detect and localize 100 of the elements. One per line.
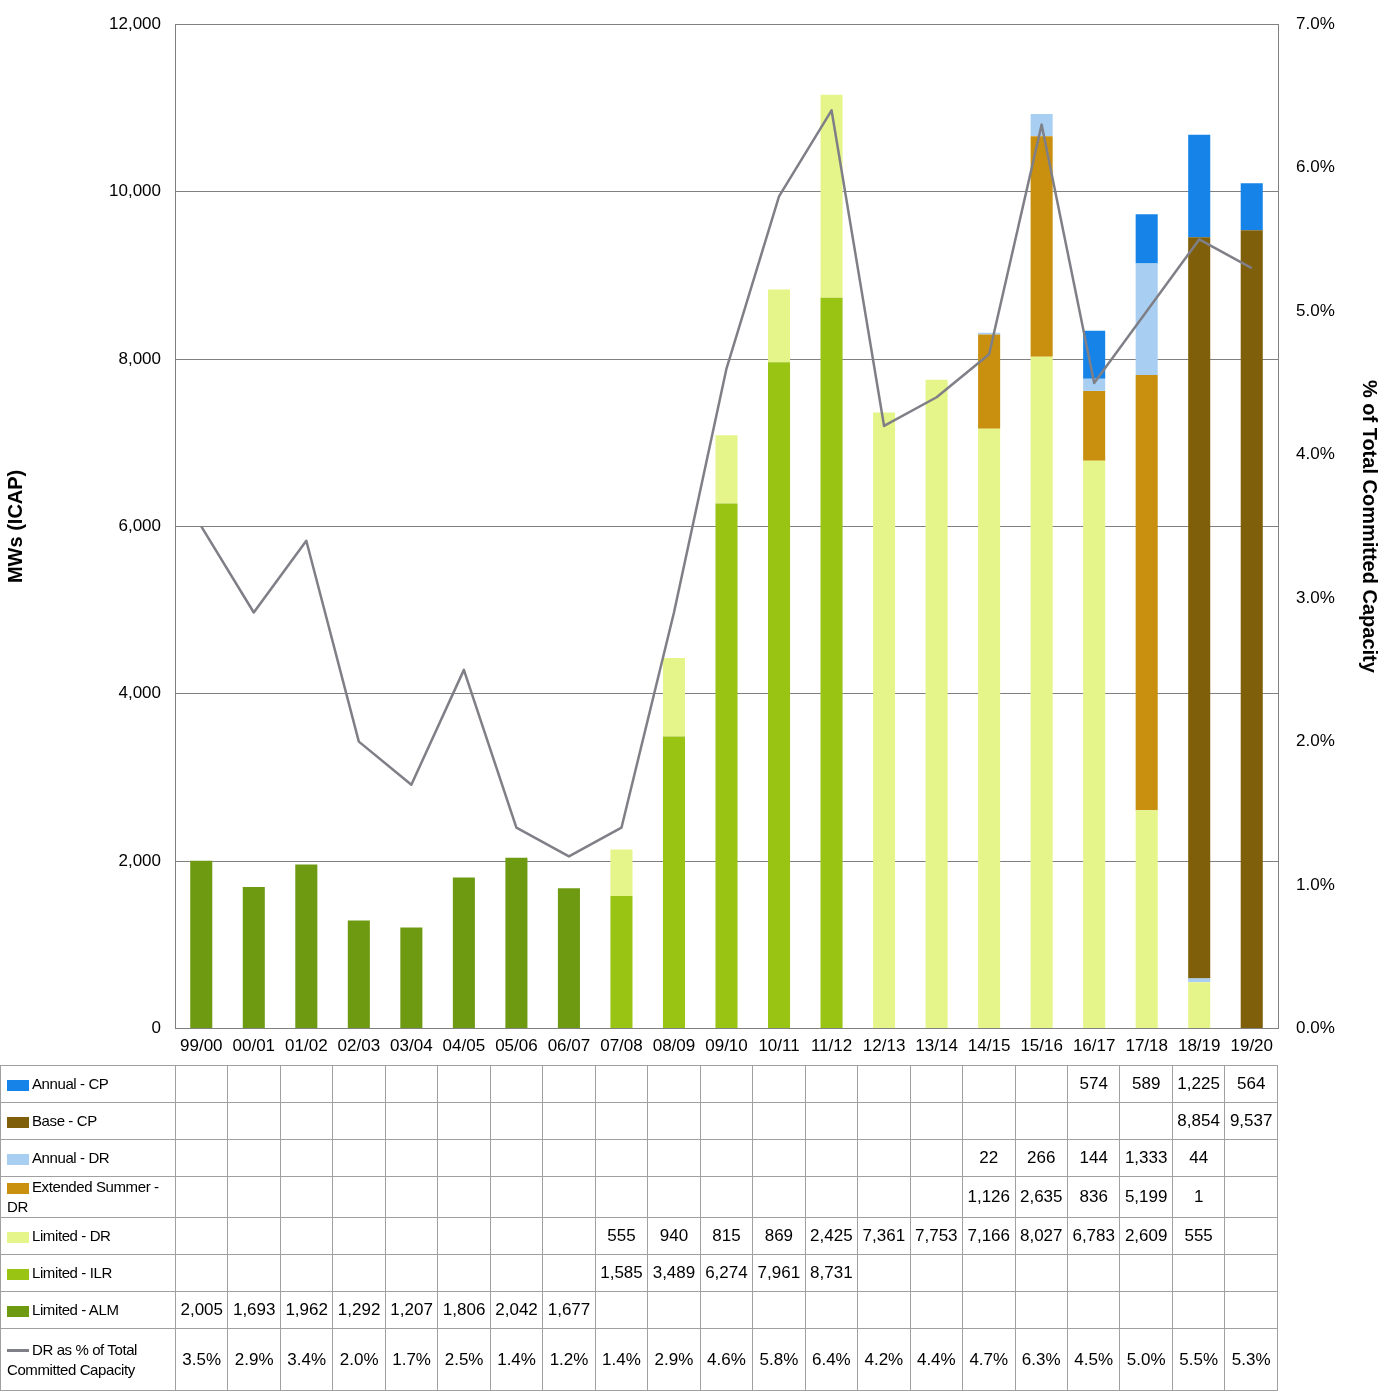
bar xyxy=(1240,183,1263,231)
data-label: 836 xyxy=(1067,1176,1120,1218)
bar xyxy=(295,864,318,1029)
bar xyxy=(242,886,265,1029)
bar xyxy=(873,412,896,1029)
y-tick-label: 6,000 xyxy=(118,516,161,536)
x-tick-label: 10/11 xyxy=(758,1036,800,1056)
data-label: 1,677 xyxy=(542,1291,596,1329)
data-label: 2.9% xyxy=(647,1328,701,1391)
legend-label: Annual - DR xyxy=(0,1139,176,1177)
data-label: 564 xyxy=(1224,1065,1278,1103)
data-label: 4.6% xyxy=(700,1328,753,1391)
legend-label: Limited - ILR xyxy=(0,1254,176,1292)
data-label: 869 xyxy=(752,1217,806,1255)
x-tick-label: 99/00 xyxy=(179,1036,223,1056)
legend-label: Annual - CP xyxy=(0,1065,176,1103)
data-label: 1.4% xyxy=(490,1328,543,1391)
bar xyxy=(1135,375,1158,811)
y-tick-label: 4,000 xyxy=(118,683,161,703)
bar xyxy=(1188,982,1211,1029)
bar xyxy=(557,888,580,1029)
x-tick-label: 16/17 xyxy=(1072,1036,1116,1056)
data-label: 2.5% xyxy=(437,1328,491,1391)
bar xyxy=(1083,460,1106,1029)
y-tick-label: 8,000 xyxy=(118,348,161,368)
data-label: 2,005 xyxy=(175,1291,228,1329)
legend-label: DR as % of Total Committed Capacity xyxy=(0,1328,176,1391)
data-label: 5.5% xyxy=(1172,1328,1225,1391)
data-label: 6.3% xyxy=(1015,1328,1068,1391)
x-tick-label: 14/15 xyxy=(967,1036,1011,1056)
data-label: 22 xyxy=(962,1139,1015,1177)
data-label: 7,361 xyxy=(857,1217,911,1255)
bar xyxy=(1188,134,1211,238)
x-tick-label: 19/20 xyxy=(1230,1036,1274,1056)
legend-label: Limited - DR xyxy=(0,1217,176,1255)
bar xyxy=(925,379,948,1029)
x-tick-label: 13/14 xyxy=(915,1036,958,1056)
bar xyxy=(715,503,738,1029)
data-label: 4.4% xyxy=(910,1328,963,1391)
data-label: 1,806 xyxy=(437,1291,491,1329)
bar xyxy=(767,362,791,1029)
data-label: 2.0% xyxy=(332,1328,386,1391)
bar xyxy=(978,428,1001,1029)
data-label: 1,585 xyxy=(595,1254,648,1292)
data-label: 815 xyxy=(700,1217,753,1255)
data-label: 4.2% xyxy=(857,1328,911,1391)
data-label: 9,537 xyxy=(1224,1102,1278,1140)
data-label: 3.4% xyxy=(280,1328,333,1391)
x-tick-label: 09/10 xyxy=(705,1036,748,1056)
data-label: 1,693 xyxy=(227,1291,281,1329)
x-tick-label: 07/08 xyxy=(600,1036,643,1056)
data-label: 5.8% xyxy=(752,1328,806,1391)
x-tick-label: 12/13 xyxy=(862,1036,906,1056)
bar xyxy=(767,289,791,363)
y2-tick-label: 5.0% xyxy=(1296,300,1335,320)
y-axis-title: MWs (ICAP) xyxy=(3,469,26,584)
x-tick-label: 11/12 xyxy=(810,1036,853,1056)
data-label: 5,199 xyxy=(1119,1176,1173,1218)
y2-tick-label: 0.0% xyxy=(1296,1018,1335,1038)
y2-tick-label: 3.0% xyxy=(1296,587,1335,607)
bar xyxy=(978,334,1001,429)
bar xyxy=(1135,214,1158,264)
bar xyxy=(1083,390,1106,461)
data-label: 1.2% xyxy=(542,1328,596,1391)
bar xyxy=(505,857,528,1029)
data-label: 6.4% xyxy=(805,1328,858,1391)
legend-label: Limited - ALM xyxy=(0,1291,176,1329)
data-label: 8,027 xyxy=(1015,1217,1068,1255)
x-tick-label: 06/07 xyxy=(547,1036,591,1056)
x-tick-label: 05/06 xyxy=(495,1036,538,1056)
y2-tick-label: 2.0% xyxy=(1296,731,1335,751)
bar xyxy=(1240,230,1263,1029)
bar xyxy=(1135,263,1158,376)
data-label: 1,292 xyxy=(332,1291,386,1329)
bar xyxy=(400,927,423,1029)
legend-label: Extended Summer - DR xyxy=(0,1176,176,1218)
data-label: 1 xyxy=(1172,1176,1225,1218)
y-tick-label: 12,000 xyxy=(109,13,161,33)
bar xyxy=(820,297,843,1029)
data-label: 2.9% xyxy=(227,1328,281,1391)
y2-tick-label: 1.0% xyxy=(1296,874,1335,894)
data-label: 4.7% xyxy=(962,1328,1015,1391)
bar xyxy=(1188,978,1211,983)
data-label: 555 xyxy=(595,1217,648,1255)
data-label: 5.0% xyxy=(1119,1328,1173,1391)
data-label: 555 xyxy=(1172,1217,1225,1255)
bar xyxy=(662,657,686,737)
x-tick-label: 01/02 xyxy=(285,1036,328,1056)
data-label: 6,274 xyxy=(700,1254,753,1292)
data-label: 1,207 xyxy=(385,1291,438,1329)
x-tick-label: 15/16 xyxy=(1020,1036,1063,1056)
x-tick-label: 02/03 xyxy=(337,1036,381,1056)
data-label: 7,961 xyxy=(752,1254,806,1292)
data-label: 940 xyxy=(647,1217,701,1255)
bar xyxy=(1030,356,1053,1029)
data-label: 574 xyxy=(1067,1065,1120,1103)
x-tick-label: 04/05 xyxy=(442,1036,486,1056)
bar xyxy=(1135,810,1158,1029)
x-tick-label: 08/09 xyxy=(652,1036,696,1056)
bar xyxy=(1083,378,1106,391)
